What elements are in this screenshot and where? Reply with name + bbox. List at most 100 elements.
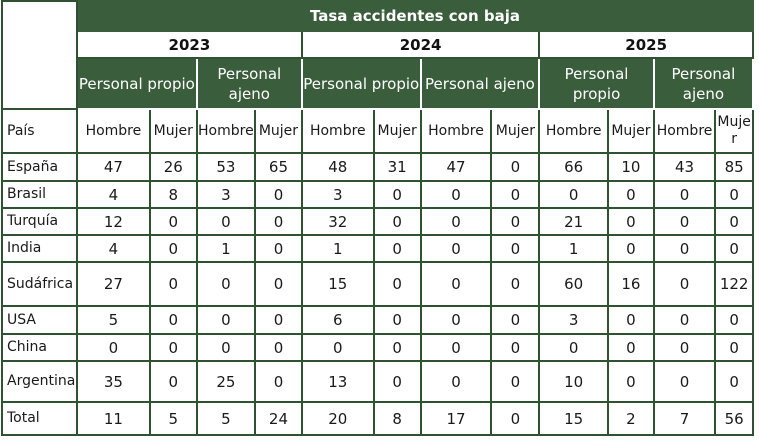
value-cell: 21 (538, 207, 610, 236)
gender-header-hombre: Hombre (419, 108, 493, 154)
value-cell: 0 (607, 360, 655, 403)
value-cell: 0 (419, 360, 493, 403)
year-row: 2023 2024 2025 (2, 30, 754, 59)
gender-header-hombre: Hombre (300, 108, 375, 154)
country-column-header: País (1, 108, 78, 154)
value-cell: 0 (714, 234, 754, 263)
value-cell: 0 (538, 180, 610, 209)
value-cell: 0 (300, 333, 375, 362)
value-cell: 35 (75, 360, 151, 403)
table-row: India 4 0 1 0 1 0 0 0 1 0 0 0 (1, 234, 754, 263)
value-cell: 0 (714, 333, 754, 362)
value-cell: 20 (300, 401, 375, 436)
value-cell: 0 (607, 180, 655, 209)
value-cell: 0 (652, 333, 717, 362)
value-cell: 0 (372, 360, 422, 403)
value-cell: 53 (195, 152, 257, 182)
value-cell: 0 (714, 360, 754, 403)
value-cell: 0 (652, 180, 717, 209)
value-cell: 8 (148, 180, 198, 209)
value-cell: 0 (490, 234, 541, 263)
title-row: Tasa accidentes con baja (1, 0, 755, 110)
value-cell: 0 (254, 180, 303, 209)
value-cell: 26 (148, 152, 198, 182)
value-cell: 0 (75, 333, 151, 362)
value-cell: 60 (538, 261, 610, 307)
group-2024-propio: Personal propio (300, 57, 422, 110)
value-cell: 0 (372, 333, 422, 362)
value-cell: 24 (254, 401, 303, 436)
value-cell: 0 (372, 234, 422, 263)
value-cell: 0 (652, 305, 717, 335)
country-cell: Sudáfrica (1, 261, 78, 307)
table-row: China 0 0 0 0 0 0 0 0 0 0 0 0 (1, 333, 754, 362)
value-cell: 15 (538, 401, 610, 436)
country-cell: Turquía (1, 207, 78, 236)
value-cell: 0 (490, 152, 541, 182)
value-cell: 25 (195, 360, 257, 403)
year-2023: 2023 (75, 30, 303, 59)
value-cell: 0 (714, 305, 754, 335)
group-2025-propio: Personal propio (538, 57, 655, 110)
value-cell: 0 (419, 207, 493, 236)
value-cell: 0 (148, 360, 198, 403)
value-cell: 0 (607, 234, 655, 263)
table-row: Total 11 5 5 24 20 8 17 0 15 2 7 56 (1, 401, 754, 436)
value-cell: 2 (607, 401, 655, 436)
value-cell: 10 (607, 152, 655, 182)
value-cell: 5 (195, 401, 257, 436)
country-cell: Brasil (1, 180, 78, 209)
value-cell: 66 (538, 152, 610, 182)
group-2024-ajeno: Personal ajeno (419, 57, 541, 110)
value-cell: 0 (419, 305, 493, 335)
gender-header-mujer: Mujer (490, 108, 541, 154)
gender-header-mujer: Mujer (254, 108, 303, 154)
table-row: Brasil 4 8 3 0 3 0 0 0 0 0 0 0 (1, 180, 754, 209)
table-row: España 47 26 53 65 48 31 47 0 66 10 43 85 (1, 152, 754, 182)
table-row: USA 5 0 0 0 6 0 0 0 3 0 0 0 (1, 305, 754, 335)
gender-header-row: País Hombre Mujer Hombre Mujer Hombre Mujer Ho… (1, 108, 754, 154)
value-cell: 0 (652, 234, 717, 263)
value-cell: 0 (148, 305, 198, 335)
gender-header-hombre: Hombre (75, 108, 151, 154)
value-cell: 56 (714, 401, 754, 436)
value-cell: 10 (538, 360, 610, 403)
gender-header-hombre: Hombre (538, 108, 610, 154)
gender-header-hombre: Hombre (195, 108, 257, 154)
value-cell: 0 (714, 207, 754, 236)
value-cell: 0 (254, 261, 303, 307)
value-cell: 0 (419, 180, 493, 209)
value-cell: 13 (300, 360, 375, 403)
value-cell: 27 (75, 261, 151, 307)
value-cell: 0 (148, 261, 198, 307)
value-cell: 0 (372, 261, 422, 307)
value-cell: 4 (75, 180, 151, 209)
group-2025-ajeno: Personal ajeno (652, 57, 755, 110)
country-cell: India (1, 234, 78, 263)
value-cell: 0 (195, 207, 257, 236)
gender-header-mujer: Mujer (372, 108, 422, 154)
value-cell: 0 (490, 180, 541, 209)
value-cell: 0 (254, 360, 303, 403)
value-cell: 3 (195, 180, 257, 209)
value-cell: 43 (652, 152, 717, 182)
value-cell: 6 (300, 305, 375, 335)
value-cell: 5 (148, 401, 198, 436)
value-cell: 0 (419, 261, 493, 307)
country-cell: España (1, 152, 78, 182)
value-cell: 0 (148, 207, 198, 236)
value-cell: 0 (490, 333, 541, 362)
value-cell: 0 (652, 261, 717, 307)
value-cell: 0 (538, 333, 610, 362)
table-row: Turquía 12 0 0 0 32 0 0 0 21 0 0 0 (1, 207, 754, 236)
value-cell: 0 (607, 333, 655, 362)
value-cell: 0 (195, 261, 257, 307)
gender-header-hombre: Hombre (652, 108, 717, 154)
value-cell: 0 (490, 207, 541, 236)
country-cell: Argentina (1, 360, 78, 403)
value-cell: 1 (195, 234, 257, 263)
table-title: Tasa accidentes con baja (75, 0, 755, 32)
value-cell: 0 (254, 234, 303, 263)
value-cell: 0 (254, 207, 303, 236)
